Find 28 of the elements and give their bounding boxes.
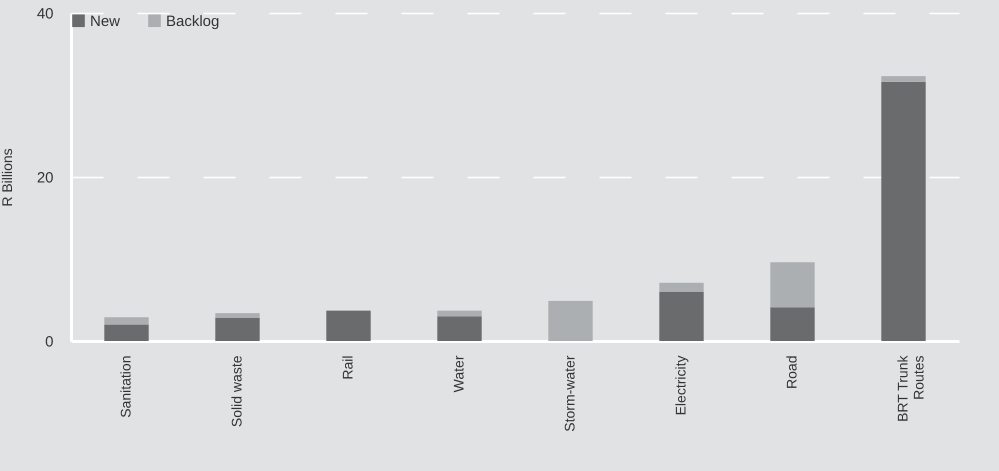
x-tick-label: Storm-water: [562, 355, 578, 432]
legend-label: Backlog: [166, 12, 220, 30]
y-tick-label: 0: [45, 334, 54, 350]
x-tick-label: Electricity: [672, 356, 688, 416]
x-tick-label: Rail: [340, 356, 356, 380]
y-axis-title: R Billions: [0, 148, 15, 207]
bar: [437, 316, 482, 341]
legend-label: New: [90, 12, 120, 30]
y-tick-label: 20: [36, 170, 54, 186]
bar: [326, 310, 371, 341]
bar: [770, 307, 815, 341]
bar: [104, 324, 149, 341]
bar: [770, 262, 815, 308]
bar: [659, 292, 704, 341]
x-tick-label: Water: [450, 355, 466, 392]
y-tick-label: 40: [36, 6, 54, 22]
bar: [548, 300, 593, 341]
x-tick-label: Solid waste: [228, 355, 244, 428]
bar: [881, 76, 926, 82]
bar: [437, 310, 482, 316]
bar: [881, 82, 926, 341]
x-tick-label: Sanitation: [118, 356, 134, 418]
bar: [104, 317, 149, 325]
bar: [215, 313, 260, 318]
bar: [215, 318, 260, 341]
x-tick-label: Road: [784, 356, 800, 389]
x-tick-label: BRT Trunk Routes: [894, 354, 926, 422]
bar: [659, 282, 704, 292]
